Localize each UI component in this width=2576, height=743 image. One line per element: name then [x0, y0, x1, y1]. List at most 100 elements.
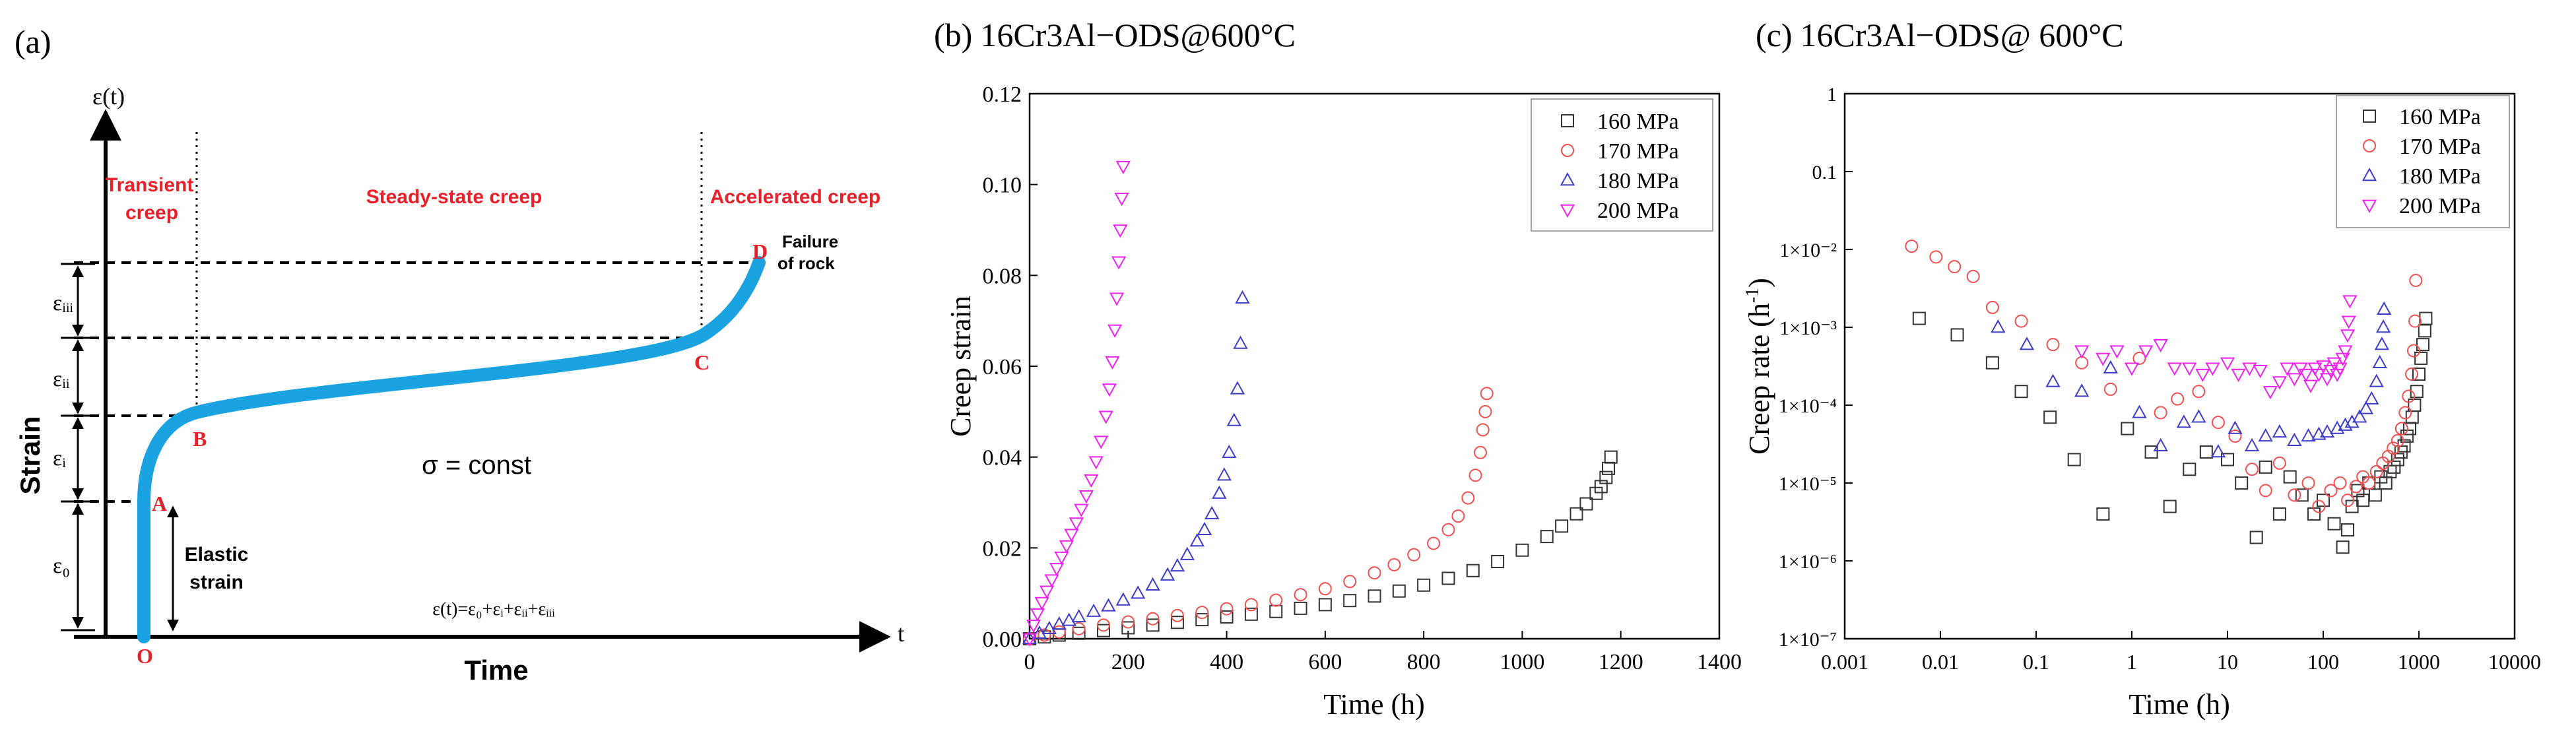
data-point-c [2192, 385, 2206, 399]
data-point-c [2418, 324, 2431, 338]
data-point-b [1417, 578, 1431, 592]
data-point-c [1985, 300, 1999, 314]
y-tick-label-b: 0.06 [983, 355, 1022, 379]
x-axis-title-b: Time (h) [1323, 688, 1425, 721]
data-point-c [2301, 476, 2315, 490]
y-axis-title-b: Creep strain [944, 296, 977, 437]
data-point-c [2259, 460, 2272, 474]
legend-marker-c [2361, 168, 2377, 181]
data-point-b [1049, 563, 1065, 577]
x-tick-label-b: 400 [1210, 650, 1243, 674]
scatter-points-c [1905, 240, 2433, 554]
data-point-b [1569, 507, 1583, 521]
data-point-b [1491, 554, 1505, 568]
data-point-c [2228, 420, 2243, 434]
y-tick-label-c: 1×10⁻⁵ [1779, 473, 1837, 495]
data-point-b [1170, 616, 1184, 630]
data-point-c [2341, 494, 2355, 507]
data-point-c [2319, 424, 2335, 438]
data-point-c [2406, 344, 2420, 358]
data-point-b [1170, 558, 1185, 572]
data-point-c [2387, 441, 2400, 455]
legend-marker-c [2361, 199, 2377, 213]
data-point-c [2408, 399, 2422, 412]
data-point-c [2132, 404, 2147, 418]
data-point-c [1948, 260, 1962, 274]
data-point-c [2358, 401, 2373, 414]
data-point-c [2153, 437, 2168, 451]
data-point-c [2394, 422, 2408, 436]
data-point-b [1032, 625, 1047, 639]
legend-marker-b [1561, 114, 1574, 127]
y-tick-label-c: 1×10⁻⁴ [1779, 395, 1837, 417]
data-point-c [2211, 416, 2225, 430]
data-point-b [1026, 620, 1041, 633]
x-tick-label-b: 1200 [1599, 650, 1643, 674]
legend-marker-c [2363, 110, 2376, 123]
data-point-b [1111, 256, 1127, 270]
data-point-c [2338, 345, 2353, 359]
legend-b: 160 MPa 170 MPa 180 MPa 200 MPa [1531, 98, 1713, 232]
data-point-c [2163, 500, 2177, 513]
data-point-b [1392, 584, 1406, 598]
data-point-b [1594, 480, 1608, 494]
data-point-c [1929, 250, 1943, 264]
data-point-c [2075, 356, 2089, 370]
data-point-c [1912, 311, 1926, 325]
data-point-c [2341, 523, 2355, 537]
data-point-c [2096, 507, 2110, 521]
data-point-c [2272, 376, 2288, 390]
panel-c: (c) 16Cr3Al−ODS@ 600°C 0.001 0.01 0.1 1 10 100… [1742, 16, 2541, 721]
data-point-b [1109, 292, 1125, 306]
data-point-c [2182, 362, 2197, 376]
data-point-c [2199, 445, 2213, 459]
data-point-c [2416, 338, 2430, 352]
x-tick-label-c: 1000 [2398, 650, 2440, 674]
stage-transient-2: creep [125, 202, 178, 224]
data-point-c [2336, 540, 2350, 554]
data-point-c [2191, 409, 2206, 423]
data-point-c [2372, 354, 2387, 368]
data-point-b [1072, 626, 1086, 640]
data-point-c [2242, 362, 2257, 376]
data-point-b [1226, 412, 1241, 426]
data-point-c [2323, 365, 2338, 379]
data-point-b [1052, 625, 1066, 639]
data-point-c [2391, 453, 2404, 467]
data-point-b [1244, 598, 1258, 612]
data-point-b [1170, 608, 1184, 622]
data-point-b [1145, 577, 1160, 591]
data-point-c [1966, 269, 1980, 283]
data-point-b [1427, 536, 1441, 550]
data-point-b [1078, 490, 1094, 504]
ticks-c: 0.001 0.01 0.1 1 10 100 1000 10000 1 0.1 1×10⁻² 1×1… [1779, 84, 2541, 674]
data-point-b [1131, 585, 1146, 599]
data-point-c [2132, 351, 2146, 365]
data-point-c [2368, 488, 2382, 502]
data-point-b [1094, 436, 1109, 449]
y-tick-label-b: 0.04 [983, 446, 1022, 470]
data-point-b [1599, 470, 1613, 484]
data-point-c [1905, 240, 1919, 253]
data-point-b [1205, 505, 1220, 519]
y-tick-label-c: 1×10⁻³ [1779, 317, 1837, 339]
legend-c: 160 MPa 170 MPa 180 MPa 200 MPa [2336, 95, 2510, 228]
y-axis-title-c-end: ) [1743, 278, 1775, 288]
data-point-b [1343, 575, 1357, 589]
data-point-b [1114, 193, 1129, 207]
data-point-c [2153, 339, 2168, 353]
data-point-b [1473, 445, 1487, 459]
data-point-c [2280, 362, 2295, 376]
legend-b-170: 170 MPa [1597, 139, 1679, 164]
data-point-c [2183, 463, 2196, 476]
data-point-b [1540, 530, 1554, 544]
data-point-b [1469, 468, 1482, 482]
data-point-c [2312, 500, 2326, 513]
data-point-c [2171, 392, 2185, 406]
data-point-b [1146, 618, 1160, 632]
data-point-b [1476, 423, 1490, 437]
data-point-b [1074, 503, 1089, 517]
data-point-c [2315, 360, 2331, 374]
data-point-b [1269, 604, 1283, 618]
panel-b: (b) 16Cr3Al−ODS@600°C 0 200 400 600 800 1000 12… [934, 16, 1742, 721]
